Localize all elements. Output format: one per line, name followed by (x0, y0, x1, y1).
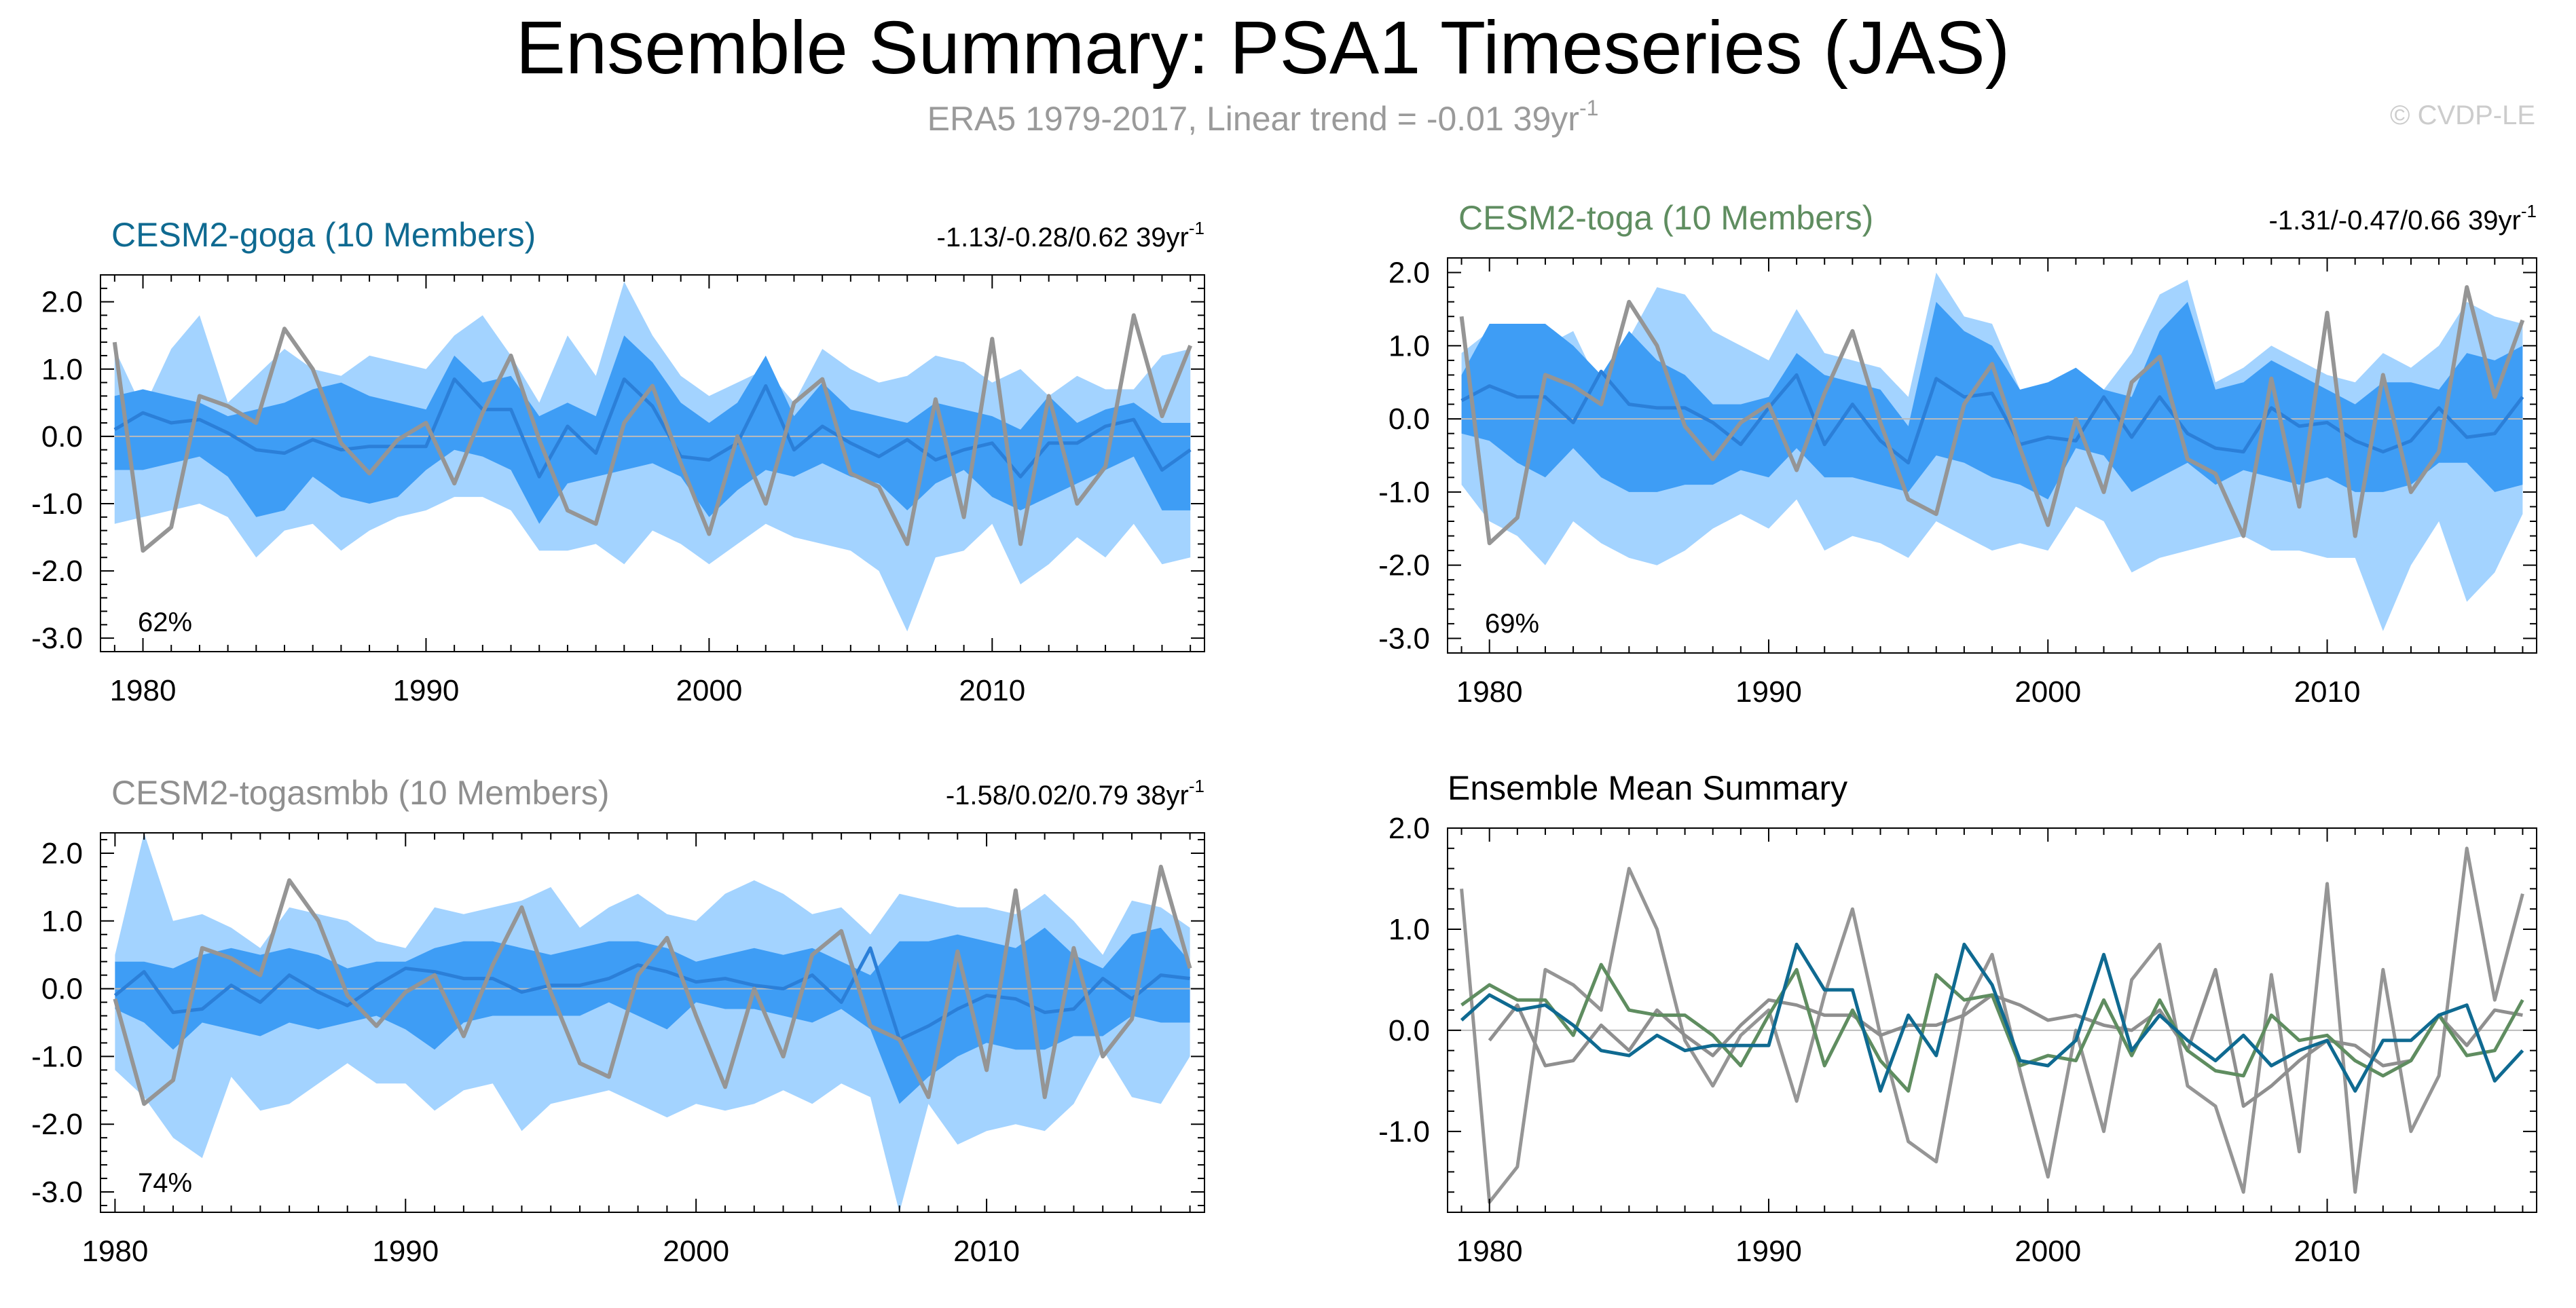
y-tick-label: 1.0 (41, 353, 83, 386)
panel-togasmbb: -3.0 -2.0 -1.0 0.0 1.0 2.0 1980 1990 2000 2010 CES… (31, 774, 1205, 1268)
y-tick-label: 2.0 (1388, 257, 1430, 290)
copyright-label: © CVDP-LE (2390, 100, 2535, 130)
y-tick-label: -3.0 (31, 622, 83, 655)
x-tick-label: 2000 (2014, 675, 2081, 709)
figure-subtitle: ERA5 1979-2017, Linear trend = -0.01 39y… (927, 96, 1599, 138)
plot-frame (1447, 827, 2537, 1213)
y-tick-label: 1.0 (1388, 329, 1430, 362)
panel-stats-main: -1.13/-0.28/0.62 39yr (937, 223, 1189, 253)
x-tick-label: 1980 (1456, 1235, 1523, 1268)
panel-stats-sup: -1 (1189, 218, 1204, 238)
plot-frame (100, 832, 1205, 1213)
y-tick-label: -2.0 (31, 1108, 83, 1141)
figure-title: Ensemble Summary: PSA1 Timeseries (JAS) (516, 6, 2010, 90)
panel-summary: -1.0 0.0 1.0 2.0 1980 1990 2000 2010 Ensemble Me… (1378, 769, 2537, 1268)
panel-stats-main: -1.58/0.02/0.79 38yr (946, 781, 1189, 810)
x-tick-label: 2010 (959, 674, 1025, 707)
x-tick-label: 1980 (110, 674, 177, 707)
y-tick-label: -3.0 (1378, 622, 1430, 655)
panel-title: Ensemble Mean Summary (1448, 769, 1847, 807)
plot-area (100, 281, 1204, 632)
panel-stats-sup: -1 (2521, 201, 2537, 221)
x-tick-label: 1990 (1735, 1235, 1802, 1268)
observed-line (112, 313, 1192, 553)
y-tick-label: -2.0 (31, 555, 83, 588)
plot-area (1448, 846, 2537, 1204)
y-tick-label: 2.0 (1388, 812, 1430, 845)
series-line-toga (1460, 963, 2524, 1093)
y-tick-label: 2.0 (41, 286, 83, 319)
panel-stats-main: -1.31/-0.47/0.66 39yr (2269, 206, 2521, 236)
figure-subtitle-sup: -1 (1579, 96, 1598, 120)
y-tick-label: -2.0 (1378, 549, 1430, 582)
x-tick-label: 2010 (953, 1235, 1020, 1268)
panel-goga: -3.0 -2.0 -1.0 0.0 1.0 2.0 1980 1990 2000 2010 CES… (31, 216, 1205, 707)
y-tick-label: 1.0 (1388, 913, 1430, 946)
panel-toga: -3.0 -2.0 -1.0 0.0 1.0 2.0 1980 1990 2000 2010 CES… (1378, 199, 2537, 709)
figure-subtitle-main: ERA5 1979-2017, Linear trend = -0.01 39y… (927, 100, 1579, 138)
x-tick-label: 1990 (393, 674, 460, 707)
plot-area (100, 833, 1204, 1212)
observed-line (113, 864, 1192, 1106)
y-tick-label: -3.0 (31, 1176, 83, 1209)
panel-title: CESM2-toga (10 Members) (1458, 199, 1873, 237)
series-line-obs (1460, 846, 2524, 1204)
panels-group: -3.0 -2.0 -1.0 0.0 1.0 2.0 1980 1990 2000 2010 CES… (31, 199, 2537, 1268)
inner-range-band (115, 927, 1190, 1104)
x-tick-label: 1990 (1735, 675, 1802, 709)
percent-label: 69% (1485, 609, 1539, 639)
panel-title: CESM2-togasmbb (10 Members) (111, 774, 610, 812)
y-tick-label: -1.0 (31, 487, 83, 521)
plot-area (1448, 272, 2537, 631)
x-tick-label: 2010 (2294, 675, 2361, 709)
y-tick-label: -1.0 (1378, 1115, 1430, 1148)
observed-line (1459, 285, 2525, 546)
x-tick-label: 2000 (663, 1235, 729, 1268)
panel-stats: -1.58/0.02/0.79 38yr-1 (946, 776, 1204, 810)
percent-label: 74% (138, 1168, 192, 1198)
x-tick-label: 2010 (2294, 1235, 2361, 1268)
percent-label: 62% (138, 608, 192, 637)
y-tick-label: -1.0 (31, 1040, 83, 1073)
y-tick-label: -1.0 (1378, 476, 1430, 509)
x-tick-label: 1990 (372, 1235, 439, 1268)
x-tick-label: 2000 (676, 674, 742, 707)
panel-stats: -1.13/-0.28/0.62 39yr-1 (937, 218, 1204, 253)
panel-title: CESM2-goga (10 Members) (111, 216, 536, 254)
panel-stats-sup: -1 (1189, 776, 1204, 796)
y-tick-label: 2.0 (41, 837, 83, 870)
x-tick-label: 1980 (81, 1235, 148, 1268)
ensemble-mean-line (113, 946, 1190, 1041)
y-tick-label: 0.0 (41, 973, 83, 1006)
panel-stats: -1.31/-0.47/0.66 39yr-1 (2269, 201, 2537, 236)
ensemble-mean-line (1460, 369, 2524, 465)
series-line-goga (1460, 942, 2524, 1093)
y-tick-label: 0.0 (1388, 1014, 1430, 1047)
y-tick-label: 0.0 (1388, 403, 1430, 436)
y-tick-label: 1.0 (41, 905, 83, 938)
y-tick-label: 0.0 (41, 420, 83, 453)
x-tick-label: 1980 (1456, 675, 1523, 709)
x-tick-label: 2000 (2014, 1235, 2081, 1268)
